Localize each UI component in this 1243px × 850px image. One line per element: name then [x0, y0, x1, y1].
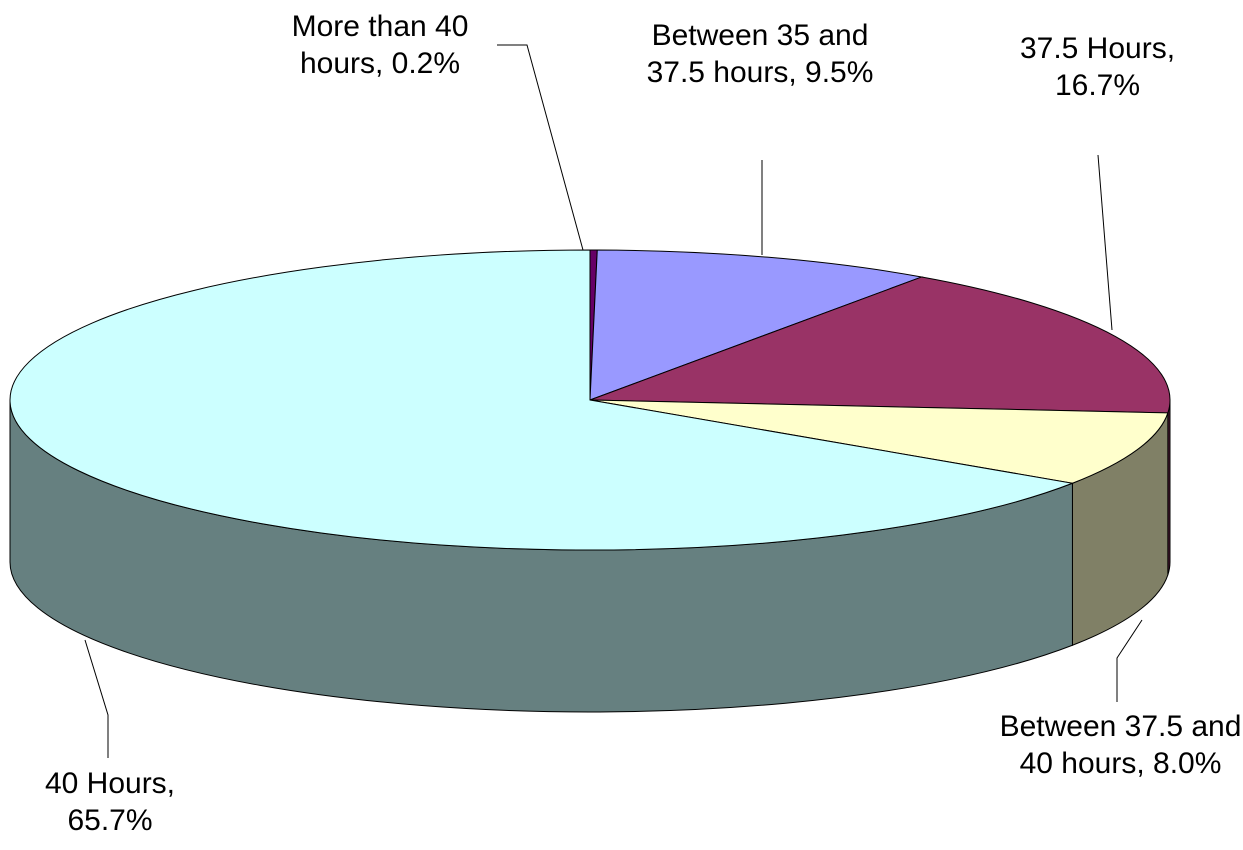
- pie-slice: [589, 276, 1171, 414]
- leader-line: [1097, 154, 1113, 331]
- pie-slice: [9, 249, 1075, 551]
- leader-line: [1116, 619, 1143, 702]
- leader-line: [84, 639, 109, 758]
- leader-line: [497, 44, 584, 251]
- data-label: More than 40 hours, 0.2%: [291, 10, 469, 80]
- data-label: 37.5 Hours, 16.7%: [1019, 32, 1176, 102]
- data-label: Between 37.5 and 40 hours, 8.0%: [999, 710, 1242, 780]
- pie-slice: [589, 249, 924, 401]
- data-label: 40 Hours, 65.7%: [44, 767, 176, 837]
- pie-slice: [589, 399, 1169, 484]
- data-label: Between 35 and 37.5 hours, 9.5%: [646, 19, 874, 89]
